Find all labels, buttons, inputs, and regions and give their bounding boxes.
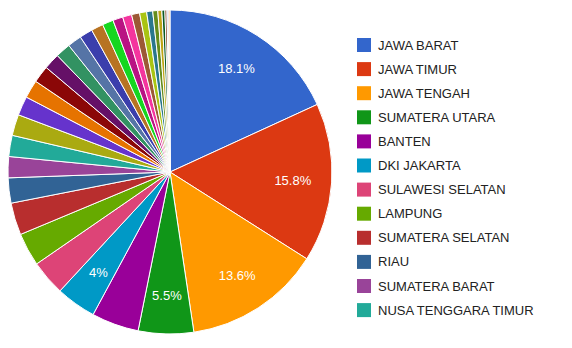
data-label: 13.6% (219, 268, 256, 283)
chart: 18.1% 15.8% 13.6% 5.5% 4% JAWA BARAT JAWA TIMU… (0, 0, 572, 348)
legend-label: JAWA BARAT (378, 38, 458, 53)
pie-slice (153, 10, 170, 172)
legend-label: DKI JAKARTA (378, 158, 461, 173)
pie-slice (165, 10, 170, 172)
legend-swatch (357, 183, 371, 197)
legend: JAWA BARAT JAWA TIMUR JAWA TENGAH SUMATERA … (357, 38, 534, 318)
legend-label: RIAU (378, 254, 409, 269)
legend-swatch (357, 134, 371, 148)
pie-slice (147, 11, 170, 172)
legend-label: LAMPUNG (378, 206, 442, 221)
pie-slice (169, 10, 170, 172)
legend-label: JAWA TIMUR (378, 62, 457, 77)
data-label: 15.8% (274, 173, 311, 188)
pie-slice (158, 10, 170, 172)
legend-label: BANTEN (378, 134, 431, 149)
pie-slice (162, 10, 170, 172)
legend-swatch (357, 62, 371, 76)
legend-swatch (357, 110, 371, 124)
legend-swatch (357, 38, 371, 52)
legend-label: SULAWESI SELATAN (378, 182, 506, 197)
pie-slice (168, 10, 170, 172)
legend-swatch (357, 231, 371, 245)
legend-swatch (357, 279, 371, 293)
pie-slice (167, 10, 170, 172)
legend-swatch (357, 255, 371, 269)
legend-label: SUMATERA BARAT (378, 279, 495, 294)
data-label: 18.1% (218, 61, 255, 76)
legend-label: NUSA TENGGARA TIMUR (378, 303, 534, 318)
legend-swatch (357, 86, 371, 100)
legend-label: JAWA TENGAH (378, 86, 470, 101)
data-label: 5.5% (152, 288, 182, 303)
legend-swatch (357, 303, 371, 317)
data-label: 4% (89, 265, 108, 280)
data-labels: 18.1% 15.8% 13.6% 5.5% 4% (89, 61, 312, 303)
legend-swatch (357, 159, 371, 173)
legend-label: SUMATERA UTARA (378, 110, 496, 125)
legend-swatch (357, 207, 371, 221)
legend-label: SUMATERA SELATAN (378, 230, 509, 245)
slices (8, 10, 332, 334)
